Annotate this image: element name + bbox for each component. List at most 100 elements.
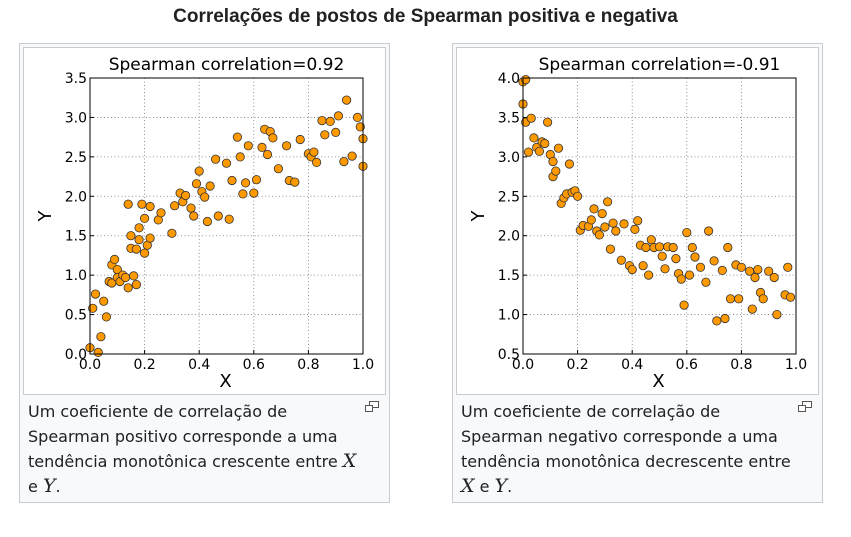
data-point [603,197,613,207]
chart-frame-positive[interactable]: Spearman correlation=0.92 0.0 0.2 0.4 0.6 0.8… [23,47,386,395]
data-point [783,262,793,272]
page-title: Correlações de postos de Spearman positi… [173,6,678,27]
data-point [690,252,700,262]
magnify-icon[interactable] [798,401,812,412]
data-point [96,332,106,342]
data-point [608,218,618,228]
data-point [523,147,534,157]
data-point [605,244,615,254]
x-tick-label: 0.2 [133,357,155,373]
caption-text-after: . [507,477,513,496]
data-point [668,242,678,253]
data-point [764,266,774,276]
data-point [725,294,736,304]
data-point [145,233,155,243]
data-point [309,147,319,157]
var-x: X [461,475,475,497]
data-point [140,213,150,223]
y-tick-label: 2.0 [498,229,520,245]
thumb-negative: Spearman correlation=-0.91 0.0 0.2 0.4 0.6 0.… [452,43,823,503]
data-point [769,272,779,283]
data-point [320,130,330,140]
data-point [131,244,142,254]
data-point [679,300,689,310]
data-point [753,265,763,275]
data-point [352,112,363,123]
data-point [564,159,575,169]
data-point [235,152,245,162]
data-point [238,189,248,199]
data-point [181,190,191,201]
y-tick-label: 1.5 [65,229,87,245]
y-axis-label: Y [35,210,56,223]
data-point [704,226,714,236]
y-tick-label: 2.5 [498,189,520,205]
plot-area-frame [522,77,797,355]
scatter-chart-positive: Spearman correlation=0.92 0.0 0.2 0.4 0.6 0.8… [35,55,374,392]
chart-frame-negative[interactable]: Spearman correlation=-0.91 0.0 0.2 0.4 0.6 0.… [456,47,819,395]
caption-text-after: . [55,477,61,496]
data-point [529,133,539,143]
x-tick-label: 0.6 [243,357,265,373]
data-point [257,142,267,153]
y-tick-label: 1.0 [65,268,87,284]
data-point [695,262,706,272]
data-point [638,261,648,271]
data-point [758,294,768,304]
data-point [619,219,629,229]
var-x: X [342,450,357,472]
data-point [232,132,242,142]
data-point [241,178,251,188]
data-point [341,95,352,105]
data-point [290,177,300,187]
data-point [325,116,335,127]
data-point [189,211,199,221]
scatter-chart-negative: Spearman correlation=-0.91 0.0 0.2 0.4 0.6 0.… [468,55,807,392]
data-point [355,122,365,132]
data-point [251,175,262,185]
data-point [633,216,643,226]
data-point [641,242,651,253]
data-point [630,224,640,234]
y-axis-label: Y [468,210,489,223]
data-point [123,199,133,209]
data-point [586,215,596,225]
data-point [131,280,142,290]
data-point [281,141,292,151]
magnify-icon[interactable] [365,401,379,412]
chart-title: Spearman correlation=0.92 [109,55,345,75]
data-point [134,223,144,233]
data-point [589,204,599,214]
data-point [627,265,637,275]
x-tick-label: 0.0 [79,357,101,373]
var-y: Y [494,475,508,497]
x-axis-label: X [219,371,231,392]
data-point [333,111,343,121]
data-point [295,134,305,145]
data-point [311,157,322,168]
data-point [317,116,327,126]
data-point [262,149,273,160]
data-point [594,230,604,240]
data-point [227,175,237,186]
data-point [573,191,583,201]
data-point [200,192,210,202]
data-point [736,262,746,272]
data-point [221,158,232,168]
data-point [723,242,733,253]
data-point [534,146,545,156]
data-point [249,188,259,198]
data-point [202,216,212,227]
data-point [273,164,283,174]
data-point [120,272,131,283]
data-point [597,209,607,219]
var-y: Y [42,475,56,497]
data-point [712,316,722,326]
caption-text: Um coeficiente de correlação de Spearman… [461,402,791,471]
data-point [205,181,215,191]
data-point [129,271,139,281]
data-point [347,151,357,161]
data-point [243,141,253,151]
data-point [134,235,144,245]
y-tick-label: 3.5 [498,110,520,126]
